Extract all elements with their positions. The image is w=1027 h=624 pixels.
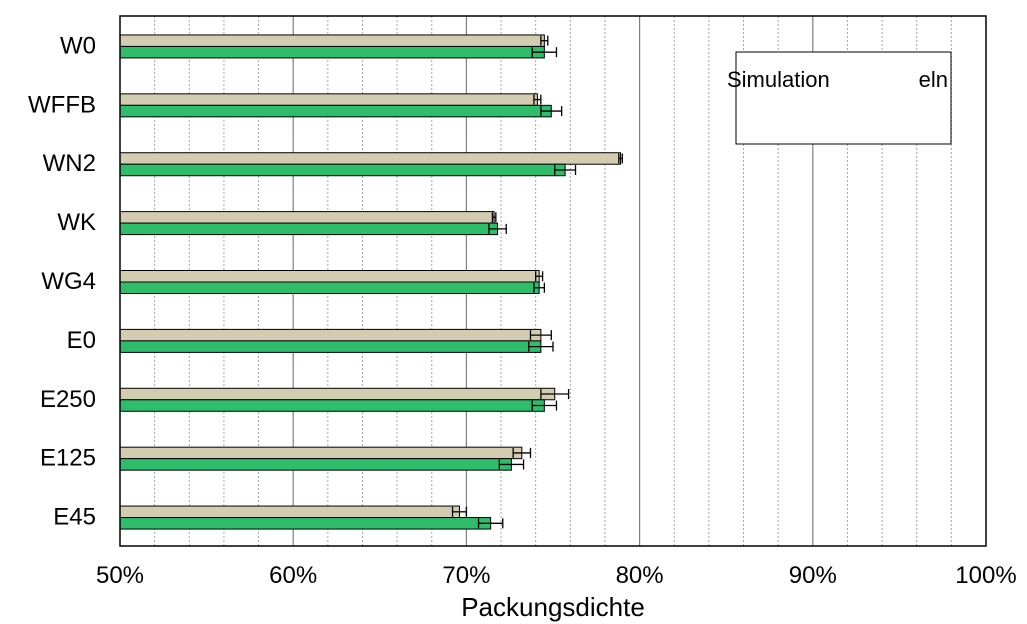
bar-e125-series-2: [119, 458, 512, 471]
y-tick-label-wg4: WG4: [41, 268, 96, 295]
y-tick-label-w0: W0: [60, 32, 96, 59]
x-tick-label: 50%: [96, 562, 144, 589]
error-bar-w0-series-2: [531, 47, 558, 58]
bar-e125-series-1: [119, 446, 523, 460]
error-bar-w0-series-1: [540, 35, 549, 46]
error-bar-e0-series-2: [528, 341, 554, 352]
bar-e45-series-2: [119, 517, 492, 530]
legend-label-simulation: Simulation: [727, 67, 830, 92]
plot-frame: [119, 15, 987, 547]
x-tick-label: 70%: [442, 562, 490, 589]
error-bars: [451, 35, 623, 529]
error-bar-wk-series-1: [491, 212, 497, 223]
error-bar-wn2-series-2: [554, 164, 577, 175]
bar-e45-series-1: [119, 505, 460, 519]
x-tick-label: 60%: [269, 562, 317, 589]
x-axis-title: Packungsdichte: [461, 592, 645, 622]
y-tick-label-wk: WK: [57, 209, 96, 236]
x-tick-label: 80%: [616, 562, 664, 589]
error-bar-e0-series-1: [529, 330, 552, 341]
bar-e250-series-2: [119, 399, 545, 412]
legend-box: [735, 51, 952, 145]
y-tick-label-e0: E0: [67, 327, 96, 354]
error-bar-e125-series-1: [512, 447, 532, 458]
bar-w0-series-1: [119, 34, 545, 47]
y-tick-label-e250: E250: [40, 386, 96, 413]
x-tick-label: 90%: [789, 562, 837, 589]
bar-wn2-series-2: [119, 163, 566, 177]
bar-e0-series-2: [119, 340, 542, 353]
error-bar-e250-series-2: [531, 400, 558, 411]
error-bar-wg4-series-1: [535, 271, 544, 282]
bar-wg4-series-2: [119, 281, 540, 294]
x-tick-label: 100%: [955, 562, 1016, 589]
bar-e250-series-1: [119, 387, 556, 401]
x-tick-labels: 50% 60% 70% 80% 90% 100%: [96, 562, 1017, 589]
bar-wg4-series-1: [119, 270, 540, 283]
error-bar-wffb-series-1: [533, 94, 542, 105]
bar-e0-series-1: [119, 328, 542, 342]
error-bar-e250-series-1: [540, 389, 570, 400]
bar-w0-series-2: [119, 45, 545, 59]
legend-label-partial: eln: [919, 67, 948, 92]
legend: Simulation eln: [727, 51, 952, 145]
y-tick-label-wn2: WN2: [43, 150, 96, 177]
error-bar-wg4-series-2: [533, 282, 545, 293]
error-bar-wffb-series-2: [540, 106, 563, 117]
legend-mask: [882, 66, 904, 104]
y-tick-label-e125: E125: [40, 445, 96, 472]
error-bar-wk-series-2: [488, 223, 507, 234]
y-tick-label-wffb: WFFB: [28, 91, 96, 118]
bar-wffb-series-2: [119, 104, 552, 118]
bar-wffb-series-1: [119, 93, 538, 106]
bars: [119, 34, 622, 530]
error-bar-e45-series-1: [451, 506, 468, 517]
bar-wk-series-2: [119, 222, 499, 236]
bar-wn2-series-1: [119, 152, 622, 165]
error-bar-e45-series-2: [477, 518, 504, 529]
y-tick-labels: W0 WFFB WN2 WK WG4 E0 E250 E125 E45: [28, 32, 96, 530]
error-bar-e125-series-2: [498, 459, 525, 470]
y-tick-label-e45: E45: [53, 504, 96, 531]
bar-wk-series-1: [119, 211, 495, 224]
error-bar-wn2-series-1: [618, 153, 623, 164]
